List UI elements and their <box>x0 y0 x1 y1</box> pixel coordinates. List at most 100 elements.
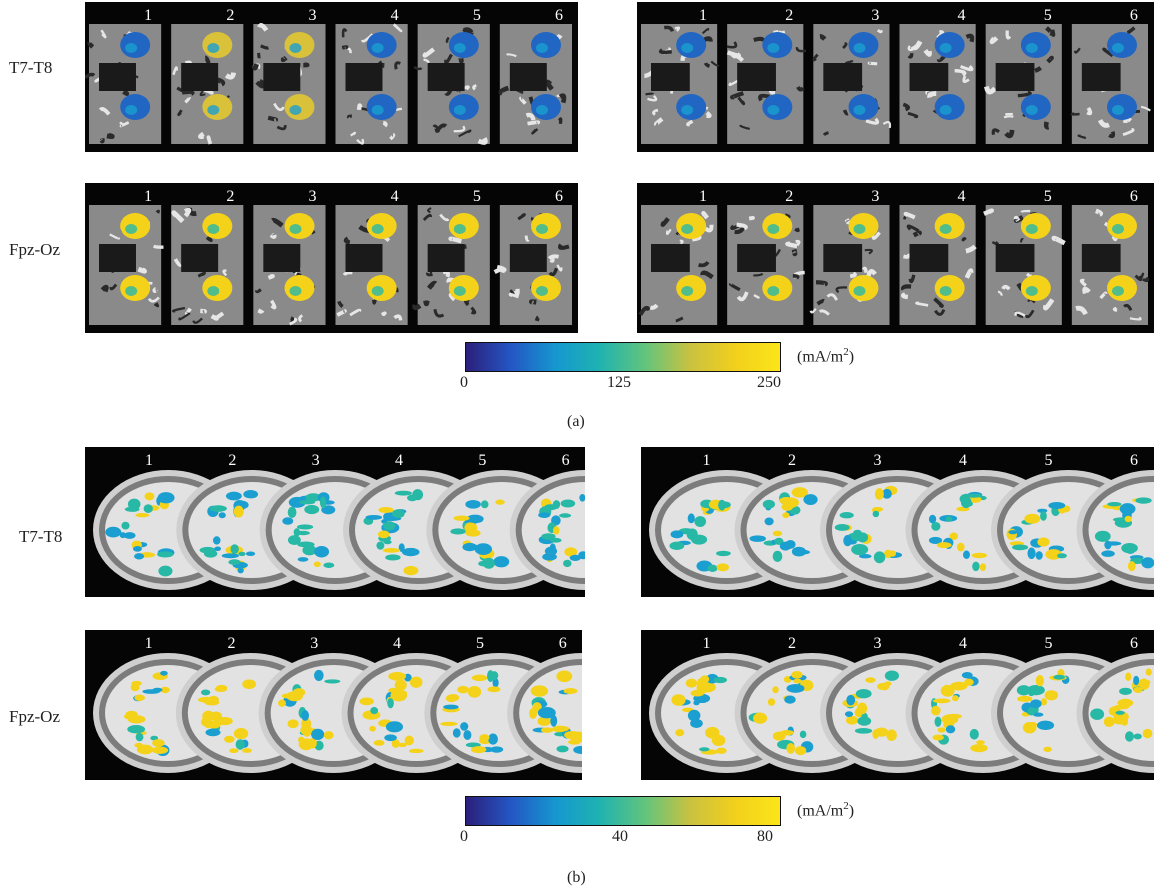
brain-slice: 6 <box>498 7 572 144</box>
colorbar-b-unit: (mA/m2) <box>797 800 855 820</box>
slice-number: 1 <box>144 188 152 205</box>
brain-slice: 5 <box>983 188 1066 325</box>
colorbar-a-min-label: 0 <box>460 374 468 391</box>
slice-number: 3 <box>310 635 318 652</box>
mri-panel-b-fpzoz-right: 1 2 3 4 5 6 <box>641 630 1154 780</box>
slice-number: 5 <box>1044 188 1052 205</box>
colorbar-b-max-label: 80 <box>757 828 773 845</box>
slice-number: 3 <box>312 452 320 469</box>
brain-slice: 3 <box>809 188 890 325</box>
slice-number: 2 <box>788 452 796 469</box>
brain-slice: 6 <box>1071 188 1150 325</box>
row-label-a-fpzoz: Fpz-Oz <box>9 240 60 259</box>
slice-number: 3 <box>308 188 316 205</box>
mri-panel-b-fpzoz-left: 1 2 3 4 5 6 <box>85 630 582 780</box>
brain-slice: 4 <box>335 7 408 145</box>
brain-slice: 3 <box>812 7 892 144</box>
colorbar-b-mid-label: 40 <box>612 828 628 845</box>
slice-number: 2 <box>228 452 236 469</box>
slice-number: 4 <box>393 635 401 652</box>
brain-slice: 4 <box>335 188 408 325</box>
slice-number: 2 <box>785 7 793 24</box>
slice-number: 4 <box>958 7 966 24</box>
brain-slice: 1 <box>641 7 720 144</box>
slice-number: 1 <box>145 635 153 652</box>
slice-number: 6 <box>1130 452 1138 469</box>
brain-slice: 5 <box>412 188 490 325</box>
brain-slice: 2 <box>727 188 805 325</box>
colorbar-a-mid-label: 125 <box>607 374 631 391</box>
brain-slice: 6 <box>509 452 585 590</box>
slice-number: 5 <box>476 635 484 652</box>
colorbar-a-unit: (mA/m2) <box>797 346 855 366</box>
slice-number: 6 <box>555 188 563 205</box>
slice-number: 6 <box>1130 635 1138 652</box>
brain-slice: 4 <box>899 7 976 144</box>
slice-number: 6 <box>559 635 567 652</box>
colorbar-b <box>465 796 781 826</box>
slice-number: 5 <box>473 188 481 205</box>
brain-slice: 5 <box>984 7 1062 144</box>
brain-slice: 1 <box>638 188 718 325</box>
brain-slice: 1 <box>85 7 162 144</box>
slice-number: 6 <box>1130 188 1138 205</box>
brain-slice: 6 <box>1076 452 1154 590</box>
slice-number: 5 <box>1045 635 1053 652</box>
slice-number: 4 <box>959 452 967 469</box>
slice-number: 1 <box>699 7 707 24</box>
brain-slice: 6 <box>1076 635 1154 773</box>
brain-slice: 2 <box>171 188 244 325</box>
colorbar-a <box>465 342 781 372</box>
brain-slice: 6 <box>1070 7 1151 144</box>
slice-number: 2 <box>788 635 796 652</box>
slice-number: 3 <box>308 7 316 24</box>
slice-number: 4 <box>395 452 403 469</box>
mri-panel-a-t7t8-left: 1 2 3 4 5 6 <box>85 2 578 152</box>
slice-number: 6 <box>1130 7 1138 24</box>
mri-panel-a-fpzoz-right: 1 2 3 4 5 6 <box>637 183 1154 333</box>
slice-number: 4 <box>959 635 967 652</box>
row-label-a-t7t8: T7-T8 <box>9 58 53 77</box>
slice-number: 6 <box>562 452 570 469</box>
slice-number: 1 <box>144 7 152 24</box>
slice-number: 5 <box>473 7 481 24</box>
brain-slice: 1 <box>89 188 164 325</box>
brain-slice: 3 <box>253 188 326 326</box>
caption-a: (a) <box>567 413 585 430</box>
slice-number: 6 <box>555 7 563 24</box>
row-label-b-t7t8: T7-T8 <box>19 527 63 546</box>
slice-number: 1 <box>703 452 711 469</box>
slice-number: 4 <box>391 7 399 24</box>
slice-number: 2 <box>785 188 793 205</box>
brain-slice: 6 <box>493 188 572 325</box>
brain-slice: 4 <box>899 188 977 325</box>
colorbar-b-min-label: 0 <box>460 828 468 845</box>
slice-number: 1 <box>699 188 707 205</box>
slice-number: 3 <box>871 7 879 24</box>
slice-number: 5 <box>1045 452 1053 469</box>
mri-panel-b-t7t8-right: 1 2 3 4 5 6 <box>641 447 1154 597</box>
slice-number: 3 <box>874 452 882 469</box>
slice-number: 1 <box>703 635 711 652</box>
mri-panel-a-fpzoz-left: 1 2 3 4 5 6 <box>85 183 578 333</box>
caption-b: (b) <box>567 869 586 886</box>
slice-number: 3 <box>874 635 882 652</box>
slice-number: 2 <box>226 188 234 205</box>
mri-panel-a-t7t8-right: 1 2 3 4 5 6 <box>637 2 1154 152</box>
row-label-b-fpzoz: Fpz-Oz <box>9 707 60 726</box>
slice-number: 4 <box>391 188 399 205</box>
brain-slice: 2 <box>726 7 807 144</box>
slice-number: 2 <box>227 635 235 652</box>
brain-slice: 2 <box>171 7 244 145</box>
brain-slice: 5 <box>413 7 490 145</box>
slice-number: 5 <box>478 452 486 469</box>
slice-number: 4 <box>958 188 966 205</box>
slice-number: 1 <box>145 452 153 469</box>
colorbar-a-max-label: 250 <box>757 374 781 391</box>
brain-slice: 6 <box>507 635 582 773</box>
mri-panel-b-t7t8-left: 1 2 3 4 5 6 <box>85 447 585 597</box>
slice-number: 5 <box>1044 7 1052 24</box>
brain-slice: 3 <box>251 7 326 144</box>
slice-number: 3 <box>871 188 879 205</box>
slice-number: 2 <box>226 7 234 24</box>
